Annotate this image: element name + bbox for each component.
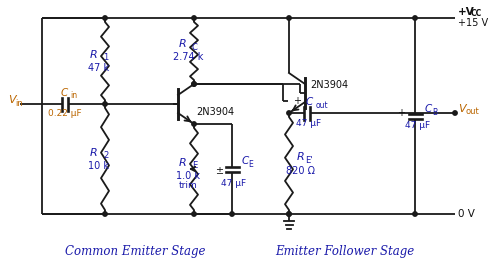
Circle shape bbox=[287, 212, 291, 216]
Text: 2N3904: 2N3904 bbox=[310, 80, 348, 90]
Circle shape bbox=[192, 16, 196, 20]
Text: +: + bbox=[293, 95, 301, 106]
Circle shape bbox=[103, 16, 107, 20]
Text: R: R bbox=[89, 148, 97, 158]
Text: CC: CC bbox=[471, 9, 482, 18]
Text: +V: +V bbox=[458, 7, 475, 17]
Text: 2.74 k: 2.74 k bbox=[173, 52, 203, 62]
Circle shape bbox=[103, 212, 107, 216]
Text: R: R bbox=[297, 152, 305, 163]
Text: trim: trim bbox=[178, 181, 198, 189]
Circle shape bbox=[287, 212, 291, 216]
Circle shape bbox=[192, 82, 196, 86]
Text: C: C bbox=[60, 88, 68, 98]
Text: R: R bbox=[178, 158, 186, 168]
Circle shape bbox=[230, 212, 234, 216]
Text: E': E' bbox=[305, 156, 312, 165]
Text: C: C bbox=[424, 105, 432, 114]
Circle shape bbox=[103, 102, 107, 106]
Text: 47 k: 47 k bbox=[88, 63, 110, 73]
Text: 1: 1 bbox=[103, 53, 108, 63]
Text: 1.0 k: 1.0 k bbox=[176, 171, 200, 181]
Text: 820 Ω: 820 Ω bbox=[286, 165, 314, 176]
Text: V: V bbox=[8, 95, 16, 105]
Text: R: R bbox=[89, 50, 97, 60]
Circle shape bbox=[192, 82, 196, 86]
Circle shape bbox=[287, 16, 291, 20]
Text: +: + bbox=[398, 107, 406, 118]
Text: out: out bbox=[316, 101, 328, 110]
Text: 2N3904: 2N3904 bbox=[196, 107, 234, 117]
Text: ±: ± bbox=[216, 167, 224, 177]
Text: Emitter Follower Stage: Emitter Follower Stage bbox=[276, 246, 414, 259]
Text: R: R bbox=[178, 39, 186, 49]
Text: E: E bbox=[192, 161, 197, 171]
Circle shape bbox=[192, 122, 196, 126]
Circle shape bbox=[413, 16, 417, 20]
Text: in: in bbox=[15, 98, 23, 107]
Text: 2: 2 bbox=[103, 152, 108, 160]
Text: 10 k: 10 k bbox=[88, 161, 110, 171]
Circle shape bbox=[192, 212, 196, 216]
Text: 47 μF: 47 μF bbox=[406, 122, 430, 131]
Text: Common Emitter Stage: Common Emitter Stage bbox=[65, 246, 206, 259]
Text: 0 V: 0 V bbox=[458, 209, 475, 219]
Text: E: E bbox=[248, 160, 254, 169]
Text: C: C bbox=[192, 43, 198, 52]
Circle shape bbox=[413, 212, 417, 216]
Circle shape bbox=[287, 111, 291, 115]
Text: in: in bbox=[70, 92, 77, 101]
Text: 47 μF: 47 μF bbox=[296, 119, 322, 128]
Text: 0.22 μF: 0.22 μF bbox=[48, 110, 82, 118]
Text: B: B bbox=[432, 108, 438, 117]
Circle shape bbox=[453, 111, 457, 115]
Text: +15 V: +15 V bbox=[458, 18, 488, 28]
Text: out: out bbox=[465, 107, 479, 117]
Text: C: C bbox=[242, 156, 249, 167]
Text: V: V bbox=[458, 104, 466, 114]
Text: C: C bbox=[306, 97, 312, 107]
Text: 47 μF: 47 μF bbox=[222, 178, 246, 188]
